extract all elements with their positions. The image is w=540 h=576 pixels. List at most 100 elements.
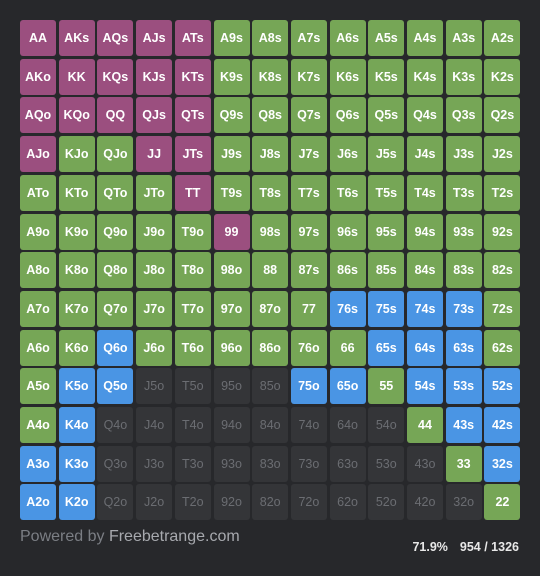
hand-cell-J8o[interactable]: J8o xyxy=(136,252,173,289)
hand-cell-Q8s[interactable]: Q8s xyxy=(252,97,289,134)
hand-cell-K6s[interactable]: K6s xyxy=(329,58,366,95)
hand-cell-32s[interactable]: 32s xyxy=(484,445,521,482)
hand-cell-T9o[interactable]: T9o xyxy=(174,213,211,250)
hand-cell-53s[interactable]: 53s xyxy=(445,368,482,405)
hand-cell-T8s[interactable]: T8s xyxy=(252,174,289,211)
hand-cell-K3o[interactable]: K3o xyxy=(58,445,95,482)
hand-cell-Q6o[interactable]: Q6o xyxy=(97,329,134,366)
hand-cell-83o[interactable]: 83o xyxy=(252,445,289,482)
hand-cell-98s[interactable]: 98s xyxy=(252,213,289,250)
hand-cell-AQs[interactable]: AQs xyxy=(97,20,134,56)
hand-cell-K7s[interactable]: K7s xyxy=(290,58,327,95)
hand-cell-KQo[interactable]: KQo xyxy=(58,97,95,134)
hand-cell-97o[interactable]: 97o xyxy=(213,290,250,327)
hand-cell-ATs[interactable]: ATs xyxy=(174,20,211,56)
hand-cell-AKo[interactable]: AKo xyxy=(20,58,56,95)
hand-cell-QTs[interactable]: QTs xyxy=(174,97,211,134)
hand-cell-A2s[interactable]: A2s xyxy=(484,20,521,56)
hand-cell-A4s[interactable]: A4s xyxy=(407,20,443,56)
hand-cell-K2s[interactable]: K2s xyxy=(484,58,521,95)
hand-cell-K5o[interactable]: K5o xyxy=(58,368,95,405)
hand-cell-Q6s[interactable]: Q6s xyxy=(329,97,366,134)
hand-cell-A3s[interactable]: A3s xyxy=(445,20,482,56)
hand-cell-54o[interactable]: 54o xyxy=(368,407,405,443)
hand-cell-K8s[interactable]: K8s xyxy=(252,58,289,95)
hand-cell-A5o[interactable]: A5o xyxy=(20,368,56,405)
hand-cell-62o[interactable]: 62o xyxy=(329,484,366,521)
hand-cell-AJo[interactable]: AJo xyxy=(20,136,56,173)
hand-cell-QTo[interactable]: QTo xyxy=(97,174,134,211)
hand-cell-KTo[interactable]: KTo xyxy=(58,174,95,211)
hand-cell-92o[interactable]: 92o xyxy=(213,484,250,521)
hand-cell-Q5s[interactable]: Q5s xyxy=(368,97,405,134)
hand-cell-J7s[interactable]: J7s xyxy=(290,136,327,173)
hand-cell-J3o[interactable]: J3o xyxy=(136,445,173,482)
hand-cell-43o[interactable]: 43o xyxy=(407,445,443,482)
hand-cell-88[interactable]: 88 xyxy=(252,252,289,289)
hand-cell-94o[interactable]: 94o xyxy=(213,407,250,443)
hand-cell-T7s[interactable]: T7s xyxy=(290,174,327,211)
hand-cell-75o[interactable]: 75o xyxy=(290,368,327,405)
hand-cell-A8o[interactable]: A8o xyxy=(20,252,56,289)
hand-cell-QJo[interactable]: QJo xyxy=(97,136,134,173)
hand-cell-63o[interactable]: 63o xyxy=(329,445,366,482)
hand-cell-99[interactable]: 99 xyxy=(213,213,250,250)
hand-cell-J5s[interactable]: J5s xyxy=(368,136,405,173)
hand-cell-A3o[interactable]: A3o xyxy=(20,445,56,482)
hand-cell-33[interactable]: 33 xyxy=(445,445,482,482)
hand-cell-72o[interactable]: 72o xyxy=(290,484,327,521)
hand-cell-65o[interactable]: 65o xyxy=(329,368,366,405)
hand-cell-42s[interactable]: 42s xyxy=(484,407,521,443)
hand-cell-Q5o[interactable]: Q5o xyxy=(97,368,134,405)
hand-cell-A2o[interactable]: A2o xyxy=(20,484,56,521)
hand-cell-74s[interactable]: 74s xyxy=(407,290,443,327)
hand-cell-T5s[interactable]: T5s xyxy=(368,174,405,211)
hand-cell-73o[interactable]: 73o xyxy=(290,445,327,482)
hand-cell-J4s[interactable]: J4s xyxy=(407,136,443,173)
hand-cell-KJo[interactable]: KJo xyxy=(58,136,95,173)
hand-cell-T8o[interactable]: T8o xyxy=(174,252,211,289)
hand-cell-Q8o[interactable]: Q8o xyxy=(97,252,134,289)
hand-cell-J9o[interactable]: J9o xyxy=(136,213,173,250)
hand-cell-82s[interactable]: 82s xyxy=(484,252,521,289)
hand-cell-T5o[interactable]: T5o xyxy=(174,368,211,405)
hand-cell-T2s[interactable]: T2s xyxy=(484,174,521,211)
hand-cell-KK[interactable]: KK xyxy=(58,58,95,95)
hand-cell-75s[interactable]: 75s xyxy=(368,290,405,327)
hand-cell-63s[interactable]: 63s xyxy=(445,329,482,366)
hand-cell-K9o[interactable]: K9o xyxy=(58,213,95,250)
hand-cell-A7o[interactable]: A7o xyxy=(20,290,56,327)
hand-cell-K4s[interactable]: K4s xyxy=(407,58,443,95)
hand-cell-T6s[interactable]: T6s xyxy=(329,174,366,211)
hand-cell-95o[interactable]: 95o xyxy=(213,368,250,405)
hand-cell-92s[interactable]: 92s xyxy=(484,213,521,250)
hand-cell-T2o[interactable]: T2o xyxy=(174,484,211,521)
hand-cell-K3s[interactable]: K3s xyxy=(445,58,482,95)
hand-cell-J9s[interactable]: J9s xyxy=(213,136,250,173)
hand-cell-62s[interactable]: 62s xyxy=(484,329,521,366)
hand-cell-64o[interactable]: 64o xyxy=(329,407,366,443)
hand-cell-93o[interactable]: 93o xyxy=(213,445,250,482)
hand-cell-J2s[interactable]: J2s xyxy=(484,136,521,173)
hand-cell-J8s[interactable]: J8s xyxy=(252,136,289,173)
hand-cell-Q7o[interactable]: Q7o xyxy=(97,290,134,327)
hand-cell-J6o[interactable]: J6o xyxy=(136,329,173,366)
hand-cell-K9s[interactable]: K9s xyxy=(213,58,250,95)
hand-cell-93s[interactable]: 93s xyxy=(445,213,482,250)
hand-cell-A6s[interactable]: A6s xyxy=(329,20,366,56)
hand-cell-QJs[interactable]: QJs xyxy=(136,97,173,134)
hand-cell-77[interactable]: 77 xyxy=(290,290,327,327)
hand-cell-52s[interactable]: 52s xyxy=(484,368,521,405)
hand-cell-K6o[interactable]: K6o xyxy=(58,329,95,366)
hand-cell-55[interactable]: 55 xyxy=(368,368,405,405)
hand-cell-22[interactable]: 22 xyxy=(484,484,521,521)
hand-cell-76s[interactable]: 76s xyxy=(329,290,366,327)
hand-cell-Q4s[interactable]: Q4s xyxy=(407,97,443,134)
hand-cell-Q3o[interactable]: Q3o xyxy=(97,445,134,482)
hand-cell-95s[interactable]: 95s xyxy=(368,213,405,250)
hand-cell-TT[interactable]: TT xyxy=(174,174,211,211)
hand-cell-42o[interactable]: 42o xyxy=(407,484,443,521)
hand-cell-74o[interactable]: 74o xyxy=(290,407,327,443)
hand-cell-A6o[interactable]: A6o xyxy=(20,329,56,366)
hand-cell-J7o[interactable]: J7o xyxy=(136,290,173,327)
